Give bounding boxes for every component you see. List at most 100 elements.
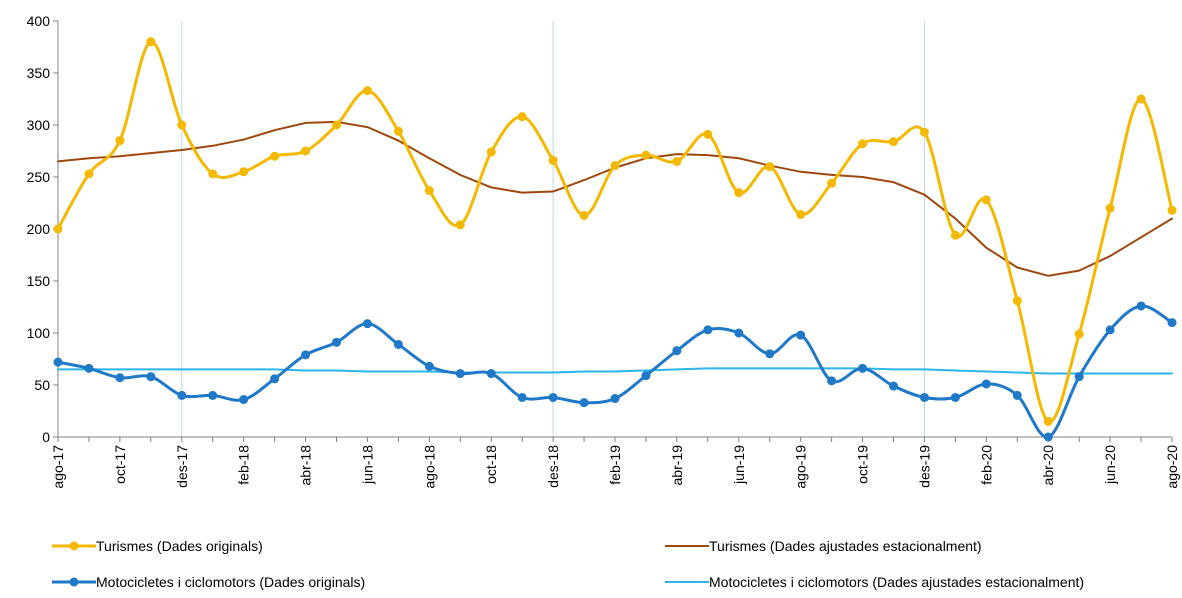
data-point-nov-18 <box>517 112 527 122</box>
y-tick-label: 350 <box>27 65 51 81</box>
legend-item: Motocicletes i ciclomotors (Dades ajusta… <box>665 574 1084 590</box>
legend-label: Turismes (Dades ajustades estacionalment… <box>709 538 982 554</box>
x-tick-label: ago-17 <box>50 445 66 489</box>
data-point-des-18 <box>548 392 558 402</box>
data-point-oct-18 <box>486 147 496 157</box>
data-point-oct-17 <box>115 136 125 146</box>
data-point-feb-20 <box>981 195 991 205</box>
legend-item: Motocicletes i ciclomotors (Dades origin… <box>52 574 365 590</box>
y-tick-label: 50 <box>34 377 50 393</box>
series-line-turismes-dades-originals <box>56 40 1174 423</box>
data-point-jun-20 <box>1105 203 1115 213</box>
data-point-gen-19 <box>579 398 589 408</box>
x-tick-label: abr-18 <box>298 445 314 486</box>
data-point-set-17 <box>84 363 94 373</box>
data-point-feb-18 <box>239 167 249 177</box>
data-point-abr-20 <box>1043 416 1053 426</box>
x-tick-label: ago-20 <box>1164 445 1180 489</box>
data-point-set-19 <box>827 178 837 188</box>
x-tick-label: jun-18 <box>359 445 375 485</box>
data-point-set-17 <box>84 169 94 179</box>
x-tick-label: oct-19 <box>855 445 871 484</box>
data-point-jul-18 <box>393 126 403 136</box>
data-point-oct-19 <box>858 363 868 373</box>
data-point-mai-20 <box>1074 329 1084 339</box>
data-point-set-19 <box>827 376 837 386</box>
x-tick-label: feb-18 <box>236 445 252 485</box>
data-point-mai-18 <box>332 337 341 347</box>
chart-legend: Turismes (Dades originals) Turismes (Dade… <box>52 538 1084 590</box>
data-point-gen-19 <box>579 210 589 220</box>
data-point-feb-19 <box>610 394 620 404</box>
y-tick-label: 200 <box>27 221 51 237</box>
data-point-set-18 <box>455 369 465 379</box>
year-separator-lines <box>181 21 925 437</box>
x-tick-label: jun-19 <box>731 445 747 485</box>
data-point-nov-17 <box>146 37 156 47</box>
data-point-abr-19 <box>672 346 682 356</box>
data-point-des-19 <box>919 127 929 137</box>
legend-swatch-marker <box>69 577 79 587</box>
y-tick-label: 250 <box>27 169 51 185</box>
data-point-mar-18 <box>270 374 280 384</box>
data-point-oct-18 <box>486 369 496 379</box>
series-turismes-dades-originals <box>53 37 1177 426</box>
y-tick-label: 100 <box>27 325 51 341</box>
data-point-jun-19 <box>734 328 744 338</box>
data-point-gen-20 <box>950 230 960 240</box>
legend-item: Turismes (Dades ajustades estacionalment… <box>665 538 982 554</box>
chart-axes <box>57 21 1172 438</box>
legend-label: Turismes (Dades originals) <box>96 538 263 554</box>
x-tick-label: ago-18 <box>421 445 437 489</box>
x-tick-label: oct-17 <box>112 445 128 484</box>
data-point-abr-18 <box>301 350 311 360</box>
data-point-nov-17 <box>146 372 156 382</box>
data-point-mai-20 <box>1074 372 1084 382</box>
data-point-ago-17 <box>53 224 63 234</box>
x-tick-label: des-17 <box>174 445 190 488</box>
data-point-jul-20 <box>1136 94 1146 104</box>
data-point-set-18 <box>455 220 465 230</box>
x-axis-ticks: ago-17 oct-17 des-17 feb-18 abr-18 jun-18 ago-… <box>50 437 1180 489</box>
x-tick-label: ago-19 <box>793 445 809 489</box>
x-tick-label: abr-20 <box>1040 445 1056 486</box>
data-point-jun-18 <box>362 86 372 96</box>
data-point-mar-20 <box>1012 390 1022 400</box>
data-point-mar-20 <box>1012 296 1022 306</box>
y-tick-label: 300 <box>27 117 51 133</box>
data-point-ago-20 <box>1167 318 1177 328</box>
legend-label: Motocicletes i ciclomotors (Dades origin… <box>96 574 365 590</box>
data-point-gen-18 <box>208 390 218 400</box>
data-point-gen-20 <box>950 392 960 402</box>
data-point-mai-19 <box>703 129 713 139</box>
x-tick-label: abr-19 <box>669 445 685 486</box>
y-axis-ticks: 0 50 100 150 200 250 300 350 400 <box>27 13 58 445</box>
data-point-jul-18 <box>393 339 403 349</box>
x-tick-label: jun-20 <box>1102 445 1118 485</box>
legend-swatch-marker <box>69 541 79 551</box>
chart-series <box>53 37 1177 442</box>
data-point-nov-19 <box>889 137 898 147</box>
data-point-nov-19 <box>889 381 898 391</box>
data-point-des-17 <box>177 390 187 400</box>
data-point-des-19 <box>919 392 929 402</box>
data-point-ago-19 <box>796 330 806 340</box>
data-point-des-18 <box>548 155 558 165</box>
data-point-jun-18 <box>362 319 372 329</box>
x-tick-label: feb-19 <box>607 445 623 485</box>
data-point-feb-20 <box>981 379 991 389</box>
legend-item: Turismes (Dades originals) <box>52 538 263 554</box>
x-tick-label: feb-20 <box>978 445 994 485</box>
series-motocicletes-i-ciclomotors-dades-ajustades-estacionalment <box>57 367 1173 375</box>
data-point-ago-20 <box>1167 205 1177 215</box>
x-tick-label: des-18 <box>545 445 561 488</box>
data-point-oct-17 <box>115 373 125 383</box>
legend-label: Motocicletes i ciclomotors (Dades ajusta… <box>709 574 1084 590</box>
data-point-des-17 <box>177 120 187 130</box>
data-point-feb-19 <box>610 161 620 171</box>
data-point-ago-19 <box>796 209 806 219</box>
data-point-mar-18 <box>270 151 280 161</box>
x-tick-label: oct-18 <box>483 445 499 484</box>
